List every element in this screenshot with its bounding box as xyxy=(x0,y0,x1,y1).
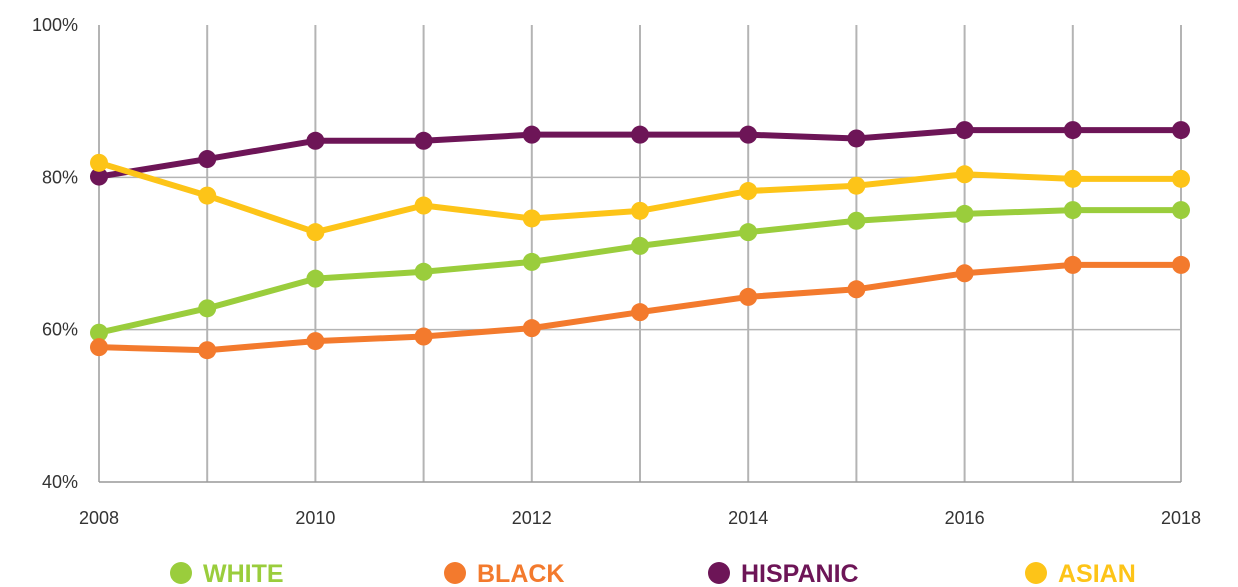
data-point-asian xyxy=(631,201,649,220)
data-point-black xyxy=(1063,255,1082,274)
data-point-black xyxy=(631,303,649,322)
data-point-black xyxy=(1172,255,1190,274)
legend-label-black: BLACK xyxy=(477,560,565,587)
x-tick-label: 2012 xyxy=(512,508,552,528)
data-point-hispanic xyxy=(522,125,541,144)
data-point-white xyxy=(414,262,433,281)
x-tick-label: 2014 xyxy=(728,508,768,528)
legend-item-white: WHITE xyxy=(170,560,284,587)
data-point-asian xyxy=(198,186,217,205)
data-point-black xyxy=(739,287,758,306)
data-point-white xyxy=(847,211,866,230)
data-point-hispanic xyxy=(306,131,325,150)
data-point-hispanic xyxy=(955,121,974,140)
data-point-white xyxy=(631,236,649,255)
x-tick-label: 2018 xyxy=(1161,508,1201,528)
legend-label-asian: ASIAN xyxy=(1058,560,1136,587)
data-point-white xyxy=(90,323,108,342)
y-tick-label: 60% xyxy=(42,320,78,340)
y-tick-label: 80% xyxy=(42,167,78,187)
x-tick-label: 2010 xyxy=(295,508,335,528)
data-point-black xyxy=(198,341,217,360)
data-point-black xyxy=(847,280,866,299)
legend-marker-hispanic xyxy=(708,562,730,584)
data-point-hispanic xyxy=(847,129,866,148)
legend-item-asian: ASIAN xyxy=(1025,560,1136,587)
data-point-hispanic xyxy=(631,125,649,144)
series-lines xyxy=(90,121,1190,360)
data-point-white xyxy=(198,299,217,318)
data-point-hispanic xyxy=(1172,121,1190,140)
data-point-black xyxy=(90,338,108,357)
data-point-asian xyxy=(90,153,108,172)
data-point-asian xyxy=(414,196,433,215)
x-tick-label: 2016 xyxy=(945,508,985,528)
data-point-asian xyxy=(306,223,325,242)
data-point-black xyxy=(306,332,325,351)
data-point-white xyxy=(1172,201,1190,220)
data-point-hispanic xyxy=(90,167,108,186)
data-point-hispanic xyxy=(198,150,217,169)
legend-marker-asian xyxy=(1025,562,1047,584)
series-hispanic xyxy=(90,121,1190,186)
data-point-asian xyxy=(1063,169,1082,188)
data-point-white xyxy=(739,223,758,242)
tick-labels: 40% 60% 80% 100% 2008 2010 2012 2014 2016 2018 xyxy=(32,15,1201,528)
data-point-white xyxy=(522,252,541,271)
data-point-white xyxy=(1063,201,1082,220)
legend: WHITE BLACK HISPANIC ASIAN xyxy=(170,560,1136,587)
data-point-asian xyxy=(955,165,974,184)
x-tick-label: 2008 xyxy=(79,508,119,528)
legend-marker-black xyxy=(444,562,466,584)
series-black xyxy=(90,255,1190,360)
series-white xyxy=(90,201,1190,342)
data-point-hispanic xyxy=(414,131,433,150)
series-asian xyxy=(90,153,1190,242)
data-point-black xyxy=(522,319,541,338)
data-point-black xyxy=(414,327,433,346)
data-point-hispanic xyxy=(1063,121,1082,140)
data-point-black xyxy=(955,264,974,283)
data-point-asian xyxy=(1172,169,1190,188)
data-point-asian xyxy=(522,209,541,228)
data-point-asian xyxy=(739,182,758,201)
y-tick-label: 40% xyxy=(42,472,78,492)
data-point-hispanic xyxy=(739,125,758,144)
legend-label-white: WHITE xyxy=(203,560,284,587)
legend-item-black: BLACK xyxy=(444,560,565,587)
legend-marker-white xyxy=(170,562,192,584)
data-point-white xyxy=(306,269,325,288)
legend-item-hispanic: HISPANIC xyxy=(708,560,859,587)
data-point-asian xyxy=(847,176,866,195)
legend-label-hispanic: HISPANIC xyxy=(741,560,859,587)
data-point-white xyxy=(955,204,974,223)
y-tick-label: 100% xyxy=(32,15,78,35)
